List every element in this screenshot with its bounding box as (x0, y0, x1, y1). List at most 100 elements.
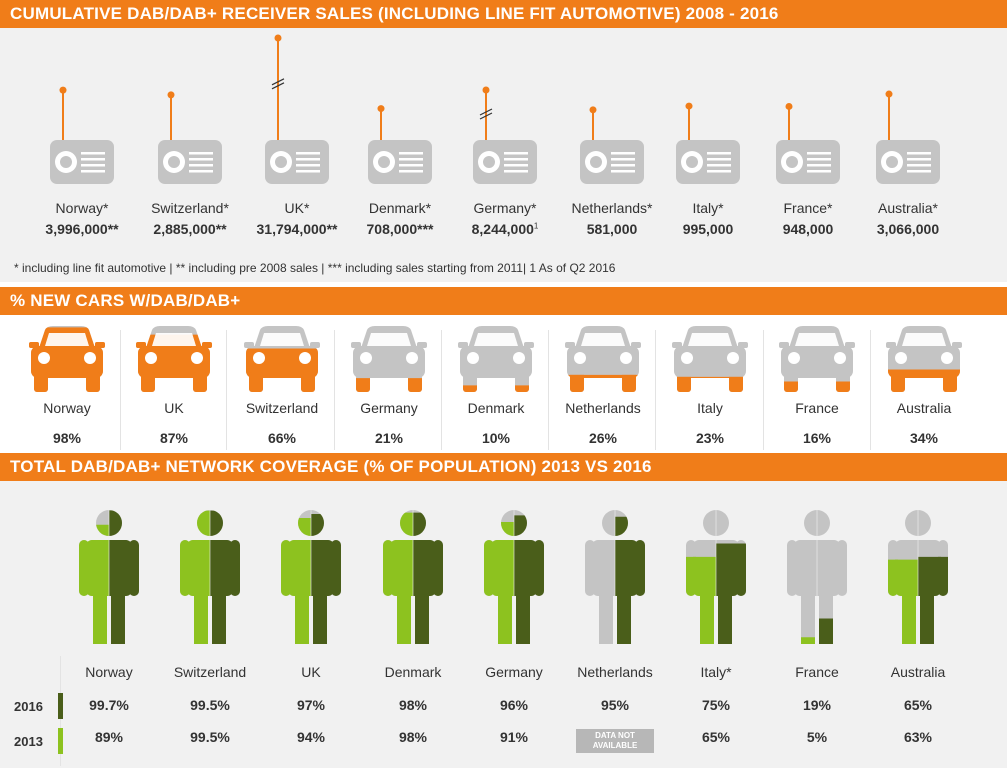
country-label: Netherlands (577, 664, 653, 680)
country-label: France* (783, 200, 833, 216)
car-windshield (581, 333, 625, 346)
car-icon (565, 326, 641, 392)
country-label: Norway (43, 400, 91, 416)
country-label: Netherlands* (571, 200, 653, 216)
receiver-country-cell: Denmark* 708,000*** (340, 200, 460, 237)
data-label: 8,244,0001 (471, 221, 539, 237)
car-icon (351, 326, 427, 392)
car-headlight (253, 352, 265, 364)
country-label: Norway* (55, 200, 109, 216)
car-fill-level (888, 369, 960, 392)
car-icon (886, 326, 962, 392)
person-icon (888, 510, 948, 644)
receiver-sales-svg (50, 34, 940, 184)
person-icon (585, 510, 645, 644)
data-label-2016: 99.7% (89, 697, 129, 713)
coverage-country-cell: Switzerland 99.5% 99.5% (160, 664, 260, 745)
column-separator (334, 330, 335, 450)
coverage-country-cell: Denmark 98% 98% (363, 664, 463, 745)
country-label: Germany (360, 400, 418, 416)
country-label: France (795, 400, 839, 416)
column-separator (763, 330, 764, 450)
car-fill-level (784, 381, 850, 392)
country-label: Denmark* (368, 200, 432, 216)
country-label: Denmark (467, 400, 525, 416)
coverage-fill-2013 (281, 518, 311, 644)
data-label: 31,794,000** (256, 221, 338, 237)
data-not-available-badge: DATA NOT AVAILABLE (576, 729, 654, 753)
car-fill-level (463, 385, 529, 392)
car-windshield (45, 333, 89, 346)
coverage-fill-2016 (109, 510, 139, 644)
radio-icon (776, 140, 840, 184)
data-label: 21% (374, 430, 404, 446)
car-country-cell: Germany 21% (334, 400, 444, 446)
country-label: Germany (485, 664, 543, 680)
country-label: Switzerland (245, 400, 319, 416)
car-country-cell: UK 87% (119, 400, 229, 446)
data-label-2016: 65% (903, 697, 933, 713)
antenna-tip (589, 106, 597, 114)
person-icon (787, 510, 847, 644)
radio-icon (473, 140, 537, 184)
antenna-tip (885, 90, 893, 98)
car-fill-level (568, 374, 638, 392)
axis-break-mark (271, 82, 285, 90)
axis-break-mark (271, 78, 285, 86)
radio-icon (876, 140, 940, 184)
car-windshield (260, 333, 304, 346)
car-country-cell: Australia 34% (869, 400, 979, 446)
car-windshield (152, 333, 196, 346)
footnote-marker: 1 (533, 221, 539, 231)
car-headlight (191, 352, 203, 364)
data-label: 98% (52, 430, 82, 446)
column-separator (120, 330, 121, 450)
car-windshield (367, 333, 411, 346)
data-label-2013: 89% (94, 729, 124, 745)
coverage-country-cell: UK 97% 94% (261, 664, 361, 745)
coverage-fill-2013 (383, 512, 413, 644)
radio-icon (676, 140, 740, 184)
antenna-tip (274, 34, 282, 42)
data-label: 26% (588, 430, 618, 446)
antenna-tip (785, 102, 793, 110)
data-label-2016: 99.5% (190, 697, 230, 713)
car-windshield (902, 333, 946, 346)
country-label: Norway (85, 664, 133, 680)
receiver-country-cell: Germany* 8,244,0001 (445, 200, 565, 237)
car-country-cell: France 16% (762, 400, 872, 446)
car-windshield (795, 333, 839, 346)
column-separator (441, 330, 442, 450)
receiver-country-cell: Netherlands* 581,000 (552, 200, 672, 237)
data-label: 34% (909, 430, 939, 446)
car-icon (29, 326, 105, 392)
car-country-cell: Italy 23% (655, 400, 765, 446)
data-label: 10% (481, 430, 511, 446)
coverage-country-cell: Netherlands 95% (565, 664, 665, 713)
country-label: Switzerland (173, 664, 247, 680)
data-label-2016: 95% (600, 697, 630, 713)
data-label: 995,000 (682, 221, 734, 237)
car-icon (136, 326, 212, 392)
coverage-fill-2016 (716, 543, 746, 644)
car-headlight (681, 352, 693, 364)
data-label-2016: 19% (802, 697, 832, 713)
coverage-country-cell: France 19% 5% (767, 664, 867, 745)
new-cars-svg (29, 326, 962, 392)
data-label: 948,000 (782, 221, 834, 237)
receiver-country-cell: Italy* 995,000 (648, 200, 768, 237)
column-separator (870, 330, 871, 450)
antenna-tip (685, 102, 693, 110)
car-headlight (941, 352, 953, 364)
car-headlight (788, 352, 800, 364)
axis-break-mark (479, 112, 493, 120)
radio-icon (158, 140, 222, 184)
country-label: UK (301, 664, 321, 680)
new-cars-title: % NEW CARS W/DAB/DAB+ (0, 287, 1007, 315)
car-icon (672, 326, 748, 392)
country-label: Italy* (700, 664, 732, 680)
coverage-fill-2013 (484, 522, 514, 644)
coverage-fill-2016 (413, 512, 443, 644)
column-separator (548, 330, 549, 450)
radio-icon (368, 140, 432, 184)
